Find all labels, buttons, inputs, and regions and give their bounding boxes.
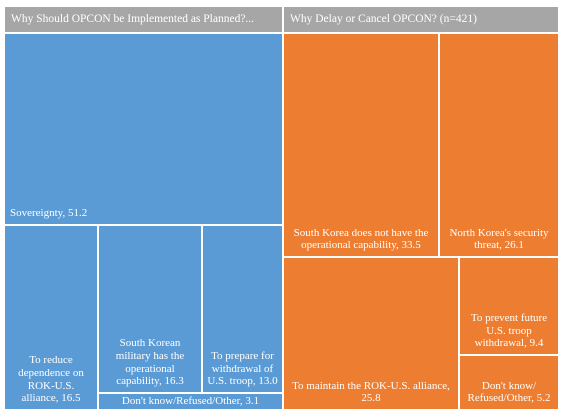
- tile-label: South Korean military has the operationa…: [115, 337, 185, 388]
- tile-label: Sovereignty, 51.2: [10, 207, 88, 220]
- tile-label: To maintain the ROK-U.S. alliance, 25.8: [292, 379, 450, 405]
- tile-military-capability: South Korean military has the operationa…: [99, 226, 201, 392]
- tile-label: To prepare for withdrawal of U.S. troop,…: [207, 350, 278, 388]
- tile-prevent-withdrawal: To prevent future U.S. troop withdrawal,…: [460, 258, 558, 354]
- tile-label: To prevent future U.S. troop withdrawal,…: [470, 312, 548, 350]
- tile-dont-know-right: Don't know/ Refused/Other, 5.2: [460, 356, 558, 409]
- tile-dont-know-left: Don't know/Refused/Other, 3.1: [99, 394, 282, 409]
- tile-label: Don't know/Refused/Other, 3.1: [121, 395, 260, 408]
- tile-label: South Korea does not have the operationa…: [293, 226, 429, 252]
- tile-reduce-dependence: To reduce dependence on ROK-U.S. allianc…: [5, 226, 97, 409]
- tile-sovereignty: Sovereignty, 51.2: [5, 34, 282, 224]
- tile-label: To reduce dependence on ROK-U.S. allianc…: [18, 354, 84, 405]
- right-group-header: Why Delay or Cancel OPCON? (n=421): [284, 7, 558, 32]
- tile-nk-threat: North Korea's security threat, 26.1: [440, 34, 558, 256]
- left-group-header: Why Should OPCON be Implemented as Plann…: [5, 7, 282, 32]
- tile-prepare-withdrawal: To prepare for withdrawal of U.S. troop,…: [203, 226, 282, 392]
- tile-label: North Korea's security threat, 26.1: [449, 226, 549, 252]
- tile-label: Don't know/ Refused/Other, 5.2: [467, 379, 551, 405]
- tile-maintain-alliance: To maintain the ROK-U.S. alliance, 25.8: [284, 258, 458, 409]
- tile-no-capability: South Korea does not have the operationa…: [284, 34, 438, 256]
